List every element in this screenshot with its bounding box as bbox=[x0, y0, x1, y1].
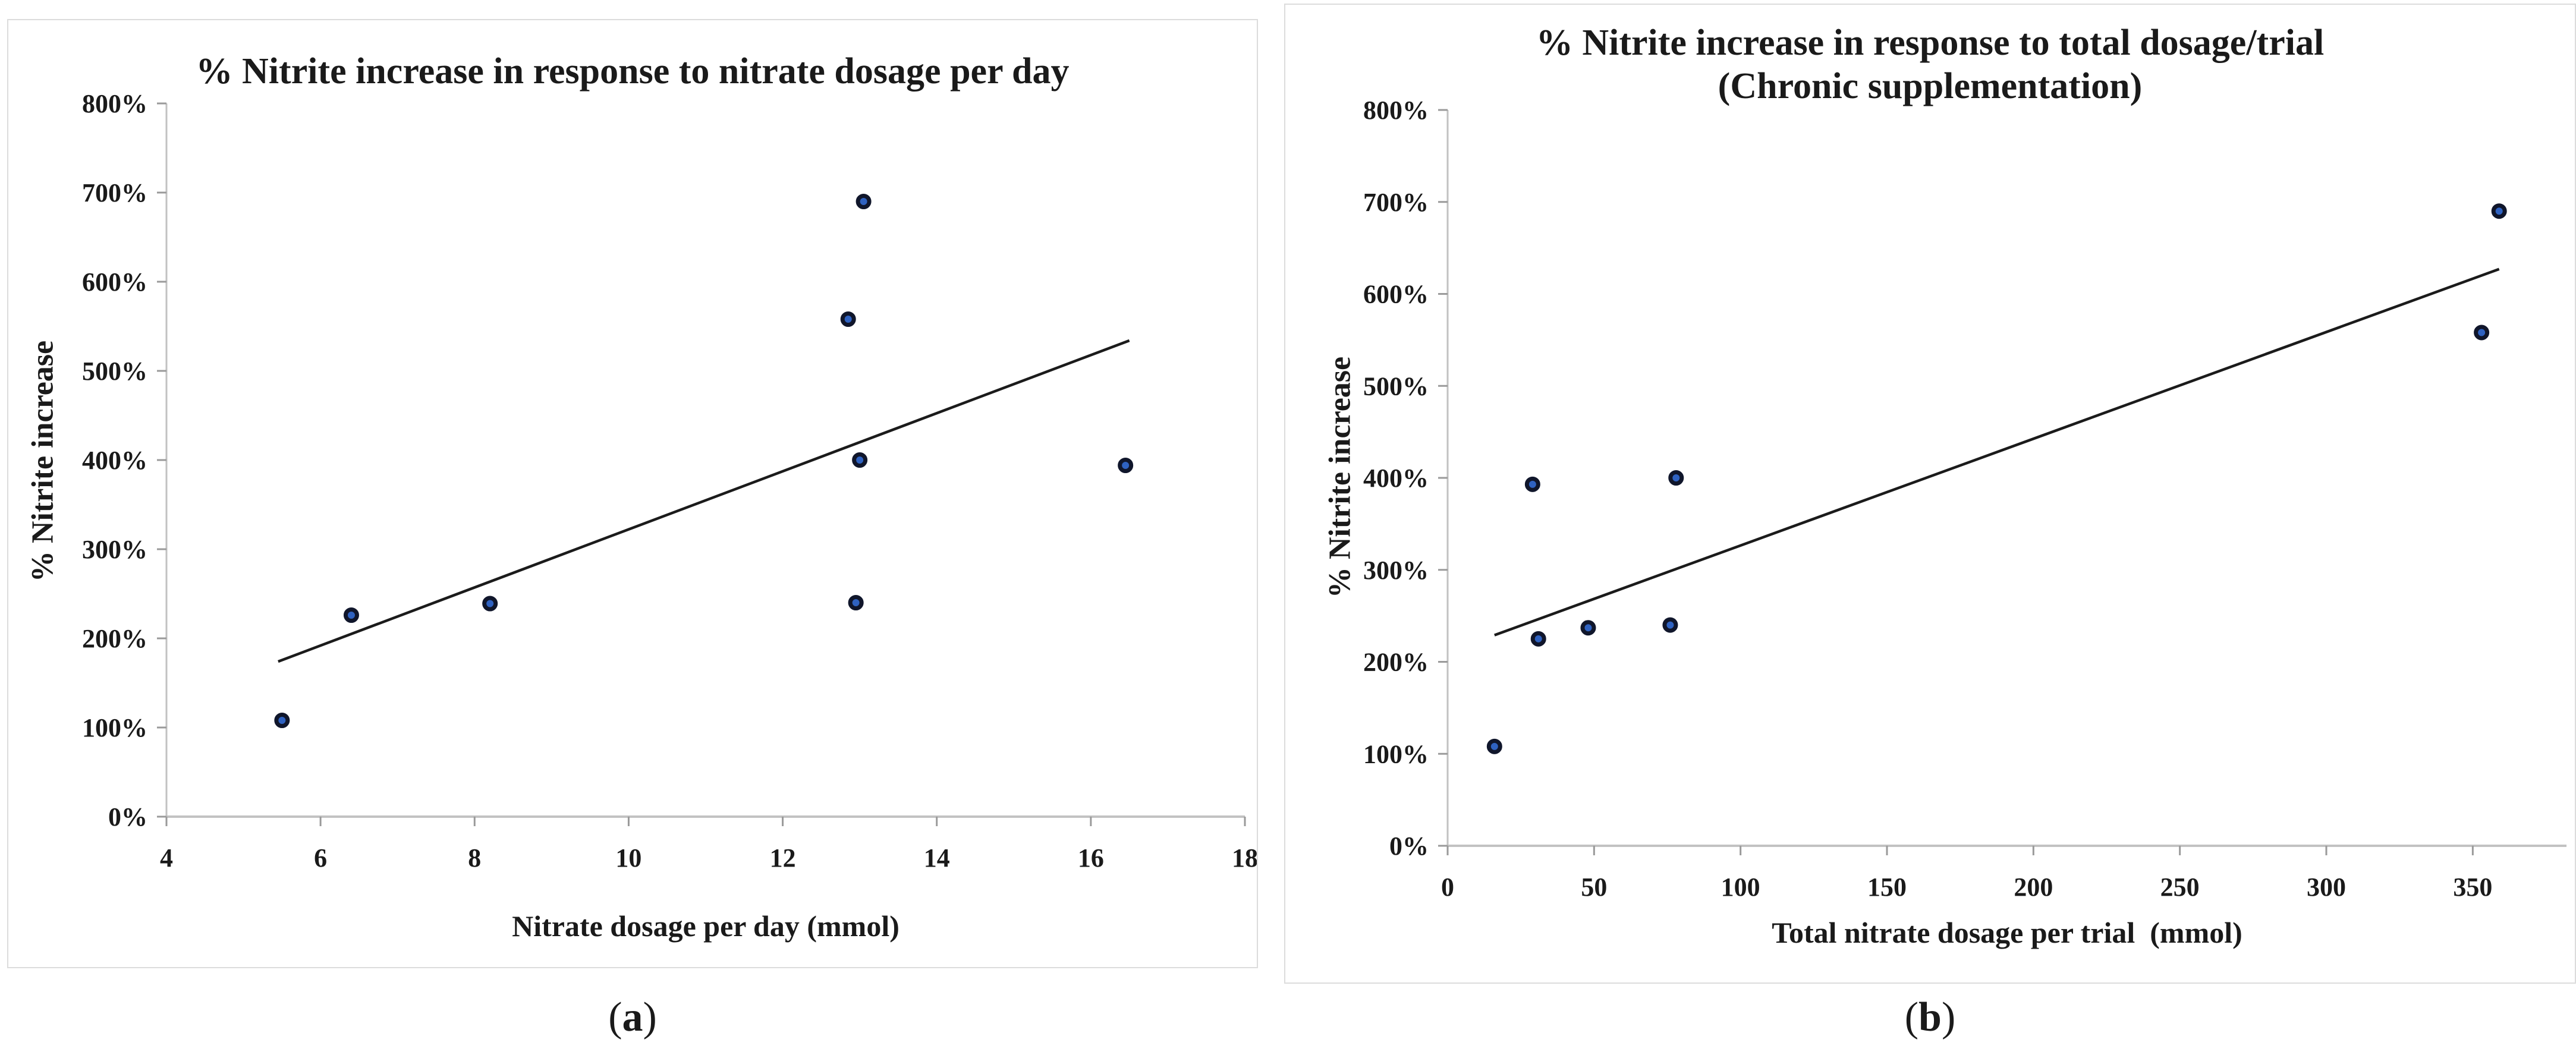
y-tick-label: 600% bbox=[1363, 280, 1429, 309]
data-point bbox=[343, 607, 359, 623]
x-tick-label: 50 bbox=[1581, 873, 1607, 902]
panel-b-caption: (b) bbox=[1284, 994, 2576, 1041]
x-tick-label: 8 bbox=[468, 843, 481, 873]
data-point bbox=[855, 194, 872, 209]
y-tick-label: 400% bbox=[1363, 464, 1429, 493]
x-tick-label: 6 bbox=[314, 843, 327, 873]
panel-a-plot-area: 0% 100% 200% 300% 400% 500% 600% 700% 800% 4 6 8 10 1… bbox=[8, 20, 1257, 967]
data-point bbox=[2491, 203, 2507, 219]
data-point bbox=[1118, 458, 1134, 473]
x-tick-label: 300 bbox=[2307, 873, 2346, 902]
panel-a-title: % Nitrite increase in response to nitrat… bbox=[196, 51, 1070, 92]
data-point bbox=[2474, 325, 2490, 341]
y-tick-label: 400% bbox=[82, 446, 147, 475]
y-tick-label: 300% bbox=[1363, 556, 1429, 585]
y-tick-label: 200% bbox=[82, 624, 147, 653]
data-point bbox=[848, 595, 864, 610]
x-tick-label: 200 bbox=[2014, 873, 2053, 902]
caption-a-open-paren: ( bbox=[608, 994, 622, 1040]
x-tick-label: 250 bbox=[2160, 873, 2200, 902]
panel-a-y-axis-title: % Nitrite increase bbox=[26, 340, 60, 582]
y-tick-label: 100% bbox=[1363, 739, 1429, 769]
y-tick-label: 800% bbox=[82, 89, 147, 118]
y-tick-label: 300% bbox=[82, 535, 147, 564]
x-tick-label: 16 bbox=[1078, 843, 1104, 873]
x-tick-label: 100 bbox=[1721, 873, 1760, 902]
panel-a-x-axis-title: Nitrate dosage per day (mmol) bbox=[512, 909, 899, 943]
panel-a-caption: (a) bbox=[7, 994, 1258, 1041]
x-tick-label: 14 bbox=[924, 843, 950, 873]
panel-b-y-axis-title: % Nitrite increase bbox=[1323, 356, 1357, 599]
data-point bbox=[274, 713, 290, 728]
y-tick-label: 0% bbox=[108, 802, 147, 832]
panel-a: 0% 100% 200% 300% 400% 500% 600% 700% 800% 4 6 8 10 1… bbox=[7, 19, 1258, 968]
panel-b: 0% 100% 200% 300% 400% 500% 600% 700% 800% 0 50 100… bbox=[1284, 4, 2576, 984]
data-point bbox=[1524, 476, 1540, 492]
data-point bbox=[840, 311, 856, 327]
caption-b-close-paren: ) bbox=[1941, 994, 1956, 1040]
data-point bbox=[1668, 470, 1684, 486]
x-tick-label: 150 bbox=[1867, 873, 1907, 902]
y-tick-label: 800% bbox=[1363, 96, 1429, 125]
data-point bbox=[1530, 631, 1546, 647]
x-tick-label: 4 bbox=[160, 843, 173, 873]
chart-svg: 0% 100% 200% 300% 400% 500% 600% 700% 800% 0 50 100… bbox=[1363, 96, 2566, 902]
panel-b-plot-area: 0% 100% 200% 300% 400% 500% 600% 700% 800% 0 50 100… bbox=[1285, 5, 2575, 982]
data-point bbox=[1486, 738, 1502, 754]
x-tick-label: 12 bbox=[770, 843, 796, 873]
y-tick-label: 700% bbox=[82, 178, 147, 207]
x-tick-label: 10 bbox=[615, 843, 641, 873]
y-tick-label: 0% bbox=[1389, 832, 1429, 861]
trendline bbox=[278, 339, 1130, 663]
data-point bbox=[482, 596, 498, 612]
y-tick-label: 500% bbox=[1363, 371, 1429, 401]
y-tick-label: 700% bbox=[1363, 188, 1429, 217]
y-tick-label: 600% bbox=[82, 267, 147, 297]
y-tick-label: 200% bbox=[1363, 648, 1429, 677]
data-point bbox=[1580, 620, 1596, 636]
x-tick-label: 18 bbox=[1232, 843, 1257, 873]
y-tick-label: 500% bbox=[82, 357, 147, 386]
caption-b-letter: b bbox=[1918, 994, 1942, 1040]
y-tick-label: 100% bbox=[82, 713, 147, 742]
data-point bbox=[852, 452, 868, 468]
panel-b-x-axis-title: Total nitrate dosage per trial (mmol) bbox=[1772, 916, 2242, 949]
caption-b-open-paren: ( bbox=[1904, 994, 1919, 1040]
panel-b-subtitle: (Chronic supplementation) bbox=[1718, 66, 2143, 106]
panel-b-title: % Nitrite increase in response to total … bbox=[1536, 23, 2325, 63]
trendline bbox=[1494, 267, 2500, 637]
x-tick-label: 0 bbox=[1441, 873, 1454, 902]
x-tick-label: 350 bbox=[2453, 873, 2492, 902]
caption-a-close-paren: ) bbox=[643, 994, 657, 1040]
chart-svg: 0% 100% 200% 300% 400% 500% 600% 700% 800% 4 6 8 10 1… bbox=[82, 89, 1257, 873]
caption-a-letter: a bbox=[622, 994, 643, 1040]
data-point bbox=[1662, 617, 1678, 633]
